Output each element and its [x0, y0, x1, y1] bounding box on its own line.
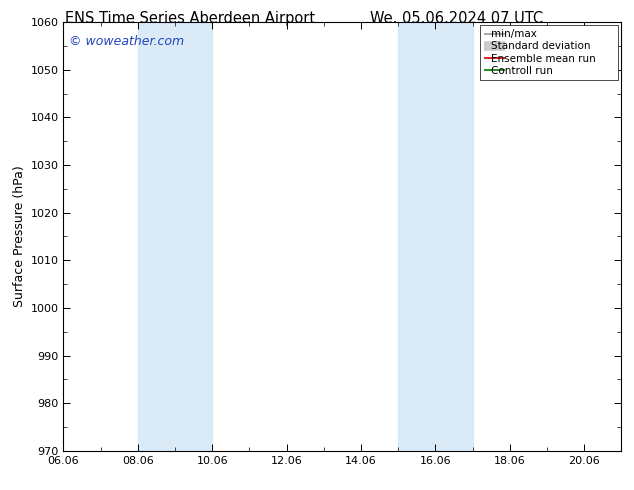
Legend: min/max, Standard deviation, Ensemble mean run, Controll run: min/max, Standard deviation, Ensemble me… — [480, 25, 618, 80]
Text: © woweather.com: © woweather.com — [69, 35, 184, 48]
Bar — [138, 22, 212, 451]
Text: We. 05.06.2024 07 UTC: We. 05.06.2024 07 UTC — [370, 11, 543, 26]
Y-axis label: Surface Pressure (hPa): Surface Pressure (hPa) — [13, 166, 26, 307]
Bar — [398, 22, 472, 451]
Text: ENS Time Series Aberdeen Airport: ENS Time Series Aberdeen Airport — [65, 11, 315, 26]
